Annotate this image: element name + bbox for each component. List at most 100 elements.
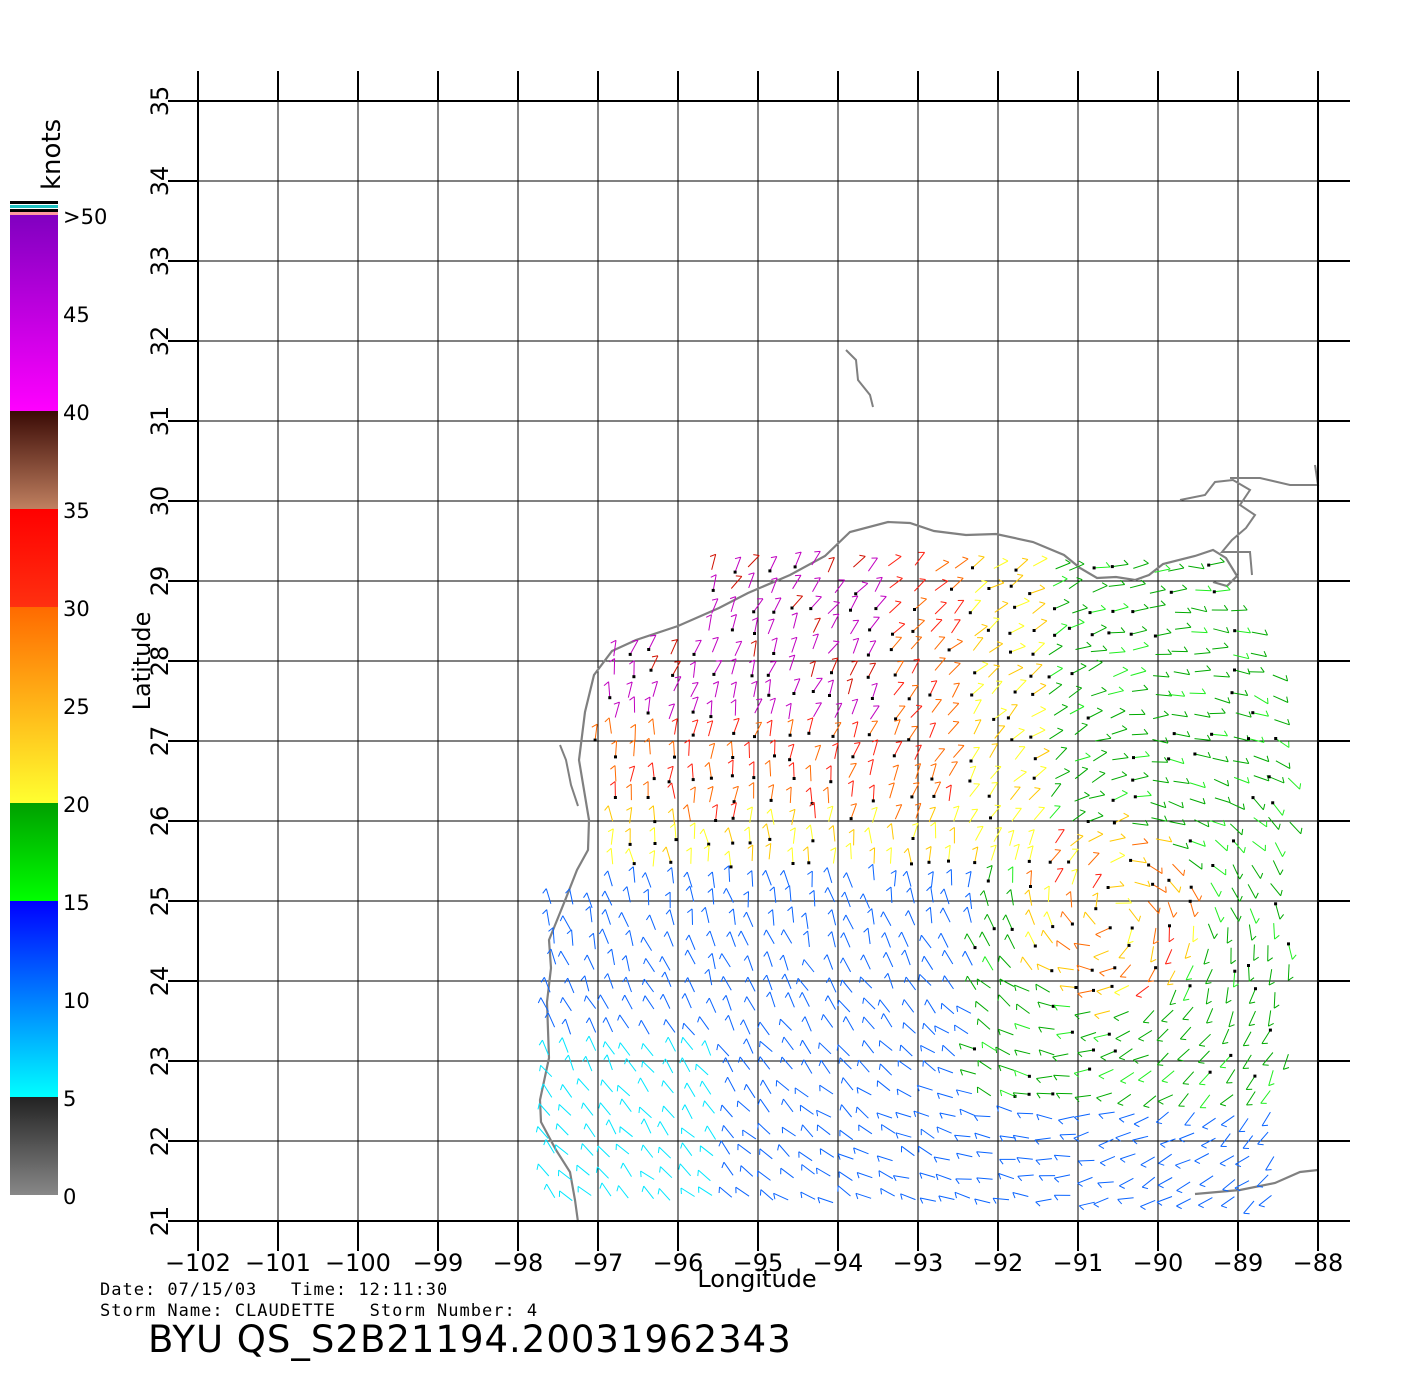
wind-barb-flag: [559, 915, 564, 922]
wind-barb: [838, 999, 851, 1013]
wind-barb-flag: [930, 821, 936, 827]
wind-barb: [810, 596, 822, 609]
wind-barb: [765, 929, 775, 945]
wind-barb: [541, 1039, 549, 1056]
wind-barb: [948, 845, 951, 862]
wind-barb-flag: [757, 1021, 761, 1028]
wind-barb-flag: [867, 863, 874, 869]
wind-barb: [871, 683, 878, 699]
wind-barb: [681, 1142, 693, 1156]
wind-barb: [588, 1017, 597, 1033]
rain-flag-marker: [871, 799, 875, 803]
wind-barb: [1048, 645, 1063, 656]
rain-flag-marker: [1274, 737, 1278, 740]
wind-barb: [666, 931, 674, 947]
wind-barb: [1014, 984, 1030, 992]
wind-barb: [923, 1060, 936, 1072]
wind-barb: [1243, 1200, 1255, 1214]
wind-barb: [913, 1110, 930, 1117]
lat-tick-label: 22: [146, 1126, 174, 1157]
wind-barb: [783, 929, 793, 944]
wind-barb-flag: [920, 597, 927, 600]
wind-barb-flag: [823, 954, 828, 960]
wind-barb-flag: [982, 956, 986, 963]
wind-barb: [813, 890, 816, 907]
wind-barb-flag: [930, 680, 937, 683]
wind-barb-flag: [1198, 1061, 1205, 1064]
wind-barb: [878, 1170, 894, 1180]
wind-barb-flag: [788, 762, 794, 767]
wind-barb: [619, 1042, 631, 1056]
wind-barb: [1131, 629, 1147, 635]
wind-barb: [1282, 1054, 1289, 1070]
wind-barb: [987, 865, 993, 882]
rain-flag-marker: [973, 671, 977, 675]
wind-barb: [614, 765, 617, 782]
wind-barb-flag: [998, 1065, 1002, 1072]
wind-barb: [643, 1118, 652, 1134]
wind-barb-flag: [1016, 1112, 1021, 1119]
wind-barb: [789, 654, 796, 671]
wind-barb-flag: [689, 822, 696, 827]
wind-barb-flag: [1115, 1038, 1122, 1042]
wind-barb: [1199, 1094, 1211, 1108]
wind-barb: [732, 802, 737, 819]
wind-barb-flag: [716, 1044, 719, 1051]
wind-barb: [768, 843, 772, 860]
wind-barb-flag: [1158, 907, 1161, 914]
wind-barb-flag: [854, 742, 861, 744]
rain-flag-marker: [1267, 775, 1271, 779]
rain-flag-marker: [653, 842, 657, 845]
wind-barb: [664, 971, 672, 987]
wind-barb-flag: [1203, 961, 1210, 965]
rain-flag-marker: [1212, 590, 1216, 594]
wind-barb-flag: [645, 914, 651, 921]
wind-barb-flag: [983, 914, 988, 920]
wind-barb: [747, 955, 754, 971]
wind-barb-flag: [681, 993, 686, 999]
wind-barb-flag: [611, 740, 617, 745]
wind-barb: [757, 1170, 771, 1181]
wind-barb: [852, 638, 860, 654]
wind-barb: [1015, 559, 1029, 571]
wind-barb: [699, 1016, 710, 1030]
wind-barb-flag: [684, 739, 690, 744]
wind-barb: [642, 936, 653, 951]
wind-barb-flag: [1222, 1042, 1229, 1045]
wind-barb: [585, 995, 597, 1009]
wind-barb-flag: [1179, 563, 1185, 569]
wind-barb: [732, 908, 736, 925]
wind-barb: [809, 765, 812, 782]
wind-barb-flag: [1266, 755, 1270, 762]
wind-barb: [929, 907, 933, 924]
wind-barb: [1011, 808, 1022, 822]
lon-tick-label: −102: [165, 1249, 231, 1277]
rain-flag-marker: [1088, 611, 1092, 615]
wind-barb-flag: [647, 762, 653, 768]
wind-barb-flag: [771, 637, 778, 641]
rain-flag-marker: [1047, 675, 1051, 679]
wind-barb: [914, 744, 922, 760]
wind-barb-flag: [537, 1103, 540, 1110]
wind-barb: [1013, 1134, 1030, 1139]
wind-barb: [993, 1197, 1010, 1201]
wind-barb: [1190, 840, 1206, 847]
wind-barb: [1134, 881, 1151, 887]
wind-barb: [1074, 1068, 1090, 1074]
wind-barb-flag: [1101, 582, 1108, 587]
wind-barb: [826, 954, 834, 970]
wind-barb: [934, 657, 946, 671]
wind-barb: [1091, 772, 1106, 783]
wind-barb: [1088, 794, 1105, 799]
wind-barb: [643, 1185, 654, 1200]
wind-barb-flag: [706, 720, 713, 724]
rain-flag-marker: [1151, 882, 1155, 886]
wind-barb: [1050, 783, 1062, 797]
wind-barb-flag: [682, 804, 688, 810]
wind-barb-flag: [822, 786, 829, 792]
wind-barb-flag: [977, 682, 984, 685]
wind-barb-flag: [755, 721, 762, 724]
wind-barb-flag: [1264, 629, 1268, 636]
wind-barb-flag: [1078, 1205, 1085, 1211]
wind-barb-flag: [1138, 1038, 1145, 1042]
